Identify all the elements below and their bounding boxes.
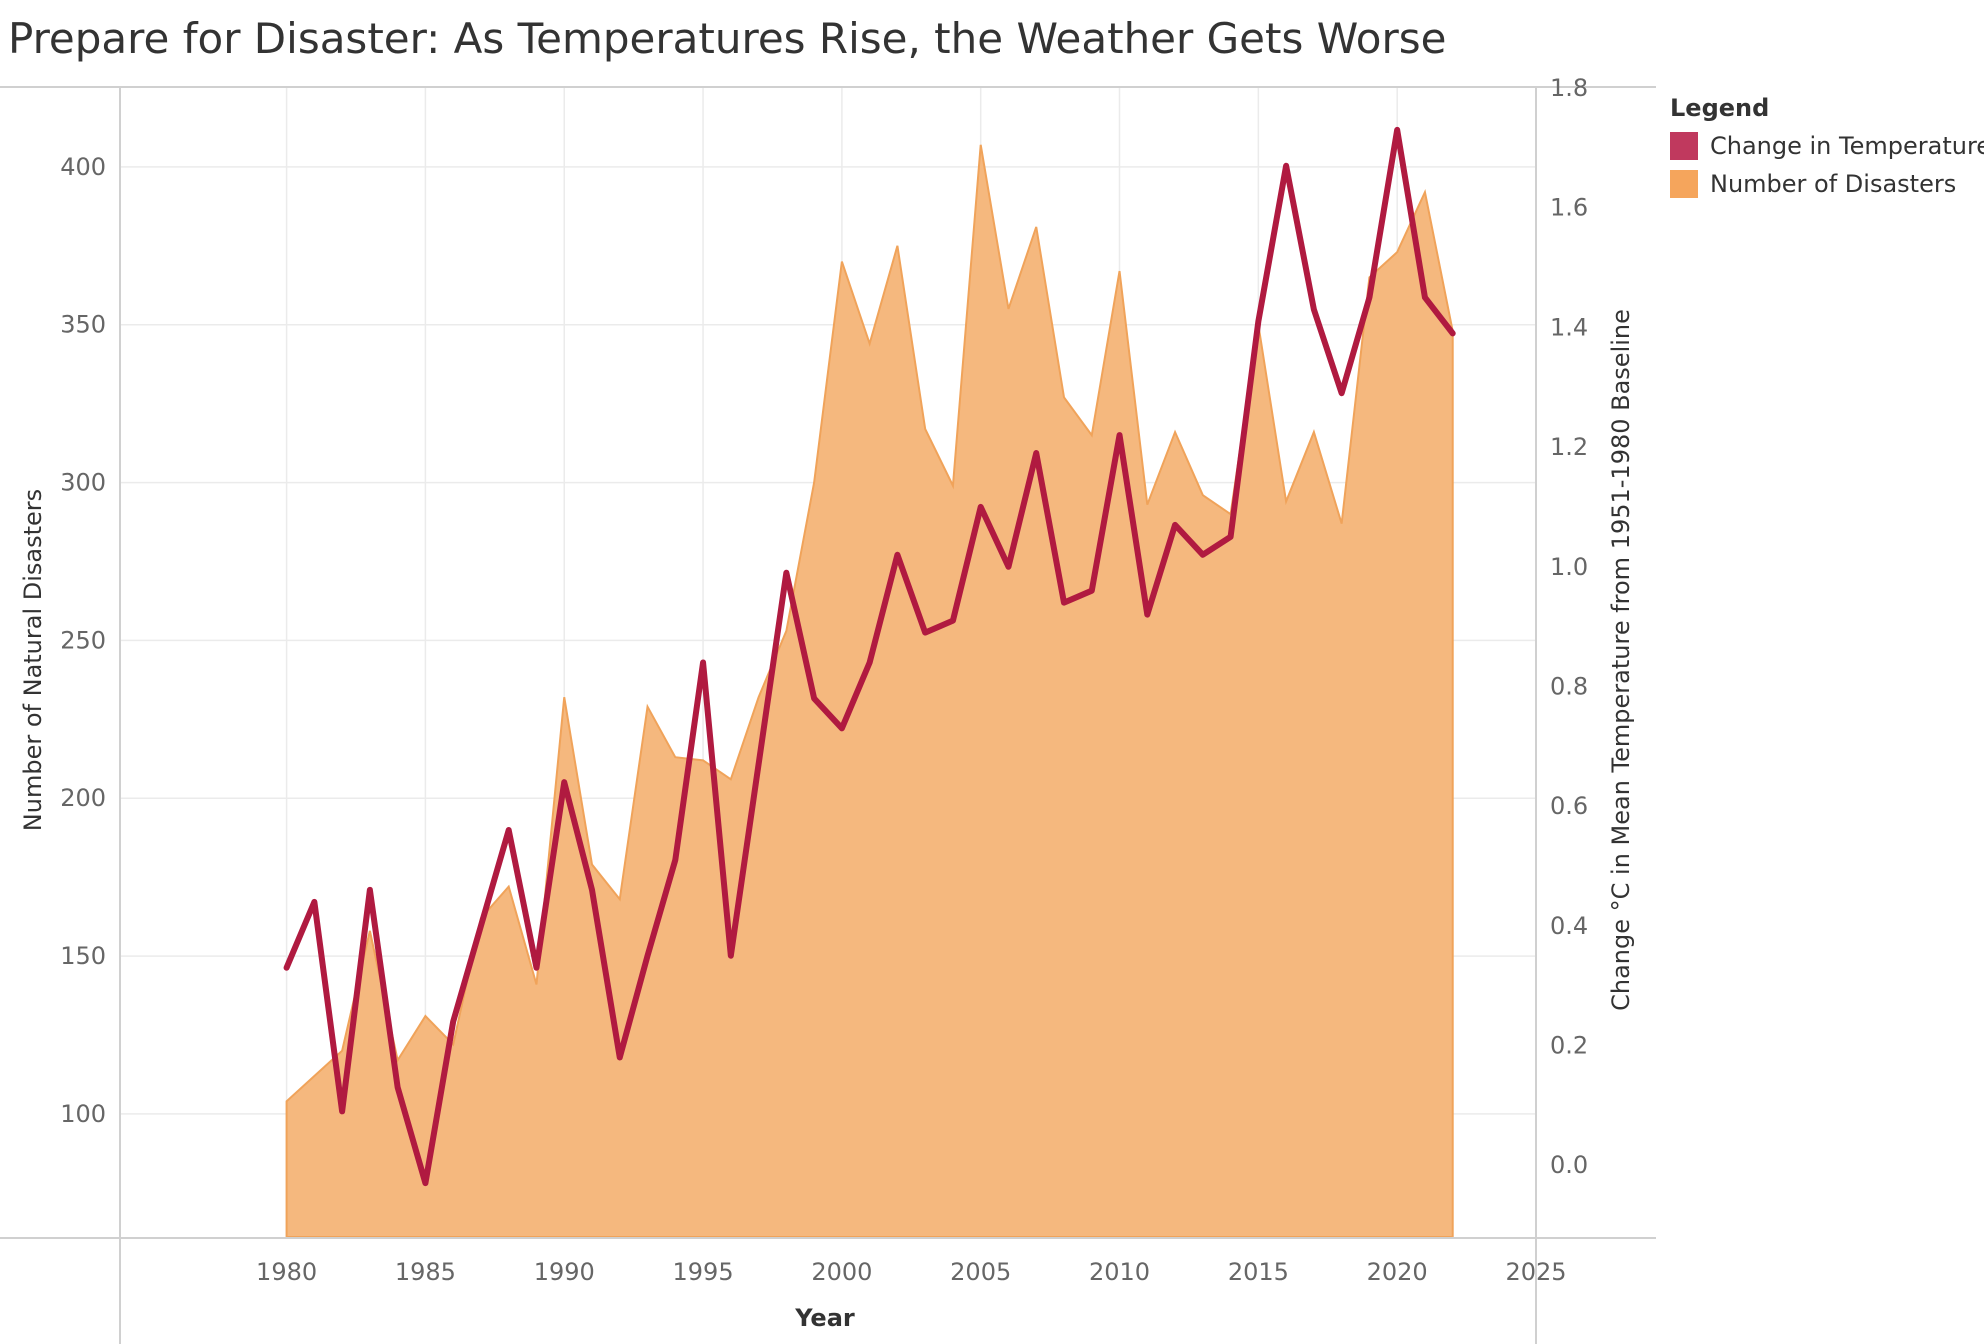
x-tick-label: 1995	[673, 1258, 734, 1286]
y-left-tick-label: 250	[60, 626, 106, 654]
y-right-tick-label: 1.0	[1550, 553, 1588, 581]
x-tick-label: 1990	[534, 1258, 595, 1286]
legend-item-disasters[interactable]: Number of Disasters	[1670, 170, 1984, 198]
y-right-tick-label: 0.0	[1550, 1151, 1588, 1179]
disasters-area	[285, 144, 1454, 1238]
y-left-tick-label: 100	[60, 1100, 106, 1128]
y-left-tick-label: 300	[60, 469, 106, 497]
legend-label-disasters: Number of Disasters	[1710, 170, 1957, 198]
legend-label-temperature: Change in Temperature	[1710, 132, 1984, 160]
chart-title: Prepare for Disaster: As Temperatures Ri…	[8, 14, 1447, 63]
legend-title: Legend	[1670, 94, 1770, 122]
y-left-tick-label: 150	[60, 942, 106, 970]
y-right-tick-label: 0.2	[1550, 1032, 1588, 1060]
legend-swatch-temperature	[1670, 132, 1698, 160]
x-tick-label: 2000	[811, 1258, 872, 1286]
y-left-axis-title: Number of Natural Disasters	[19, 489, 47, 831]
x-tick-label: 2015	[1228, 1258, 1289, 1286]
y-right-tick-label: 1.6	[1550, 194, 1588, 222]
y-left-axis-ticks: 100 150 200 250 300 350 400	[60, 153, 106, 1128]
x-axis-title: Year	[794, 1304, 855, 1332]
x-tick-label: 2020	[1367, 1258, 1428, 1286]
disasters-area-path	[285, 144, 1454, 1238]
y-right-tick-label: 0.8	[1550, 672, 1588, 700]
x-axis-ticks: 1980 1985 1990 1995 2000 2005 2010 2015 2020 2025	[256, 1258, 1566, 1286]
legend-swatch-disasters	[1670, 170, 1698, 198]
y-left-tick-label: 400	[60, 153, 106, 181]
temperature-line	[283, 126, 1456, 1187]
x-tick-label: 2025	[1505, 1258, 1566, 1286]
y-left-tick-label: 350	[60, 311, 106, 339]
y-left-tick-label: 200	[60, 784, 106, 812]
y-right-tick-label: 0.4	[1550, 912, 1588, 940]
legend-item-temperature[interactable]: Change in Temperature	[1670, 132, 1984, 160]
x-tick-label: 2010	[1089, 1258, 1150, 1286]
y-right-tick-label: 1.8	[1550, 74, 1588, 102]
legend: Legend Change in Temperature Number of D…	[1670, 94, 1984, 208]
x-tick-label: 1985	[395, 1258, 456, 1286]
y-right-axis-ticks: 0.0 0.2 0.4 0.6 0.8 1.0 1.2 1.4 1.6 1.8	[1550, 74, 1588, 1179]
x-tick-label: 1980	[256, 1258, 317, 1286]
y-right-axis-title: Change °C in Mean Temperature from 1951-…	[1607, 309, 1635, 1011]
chart-frame	[0, 86, 1656, 1344]
temperature-line-path	[283, 126, 1456, 1187]
y-right-tick-label: 0.6	[1550, 792, 1588, 820]
y-right-tick-label: 1.2	[1550, 433, 1588, 461]
x-tick-label: 2005	[950, 1258, 1011, 1286]
y-right-tick-label: 1.4	[1550, 313, 1588, 341]
